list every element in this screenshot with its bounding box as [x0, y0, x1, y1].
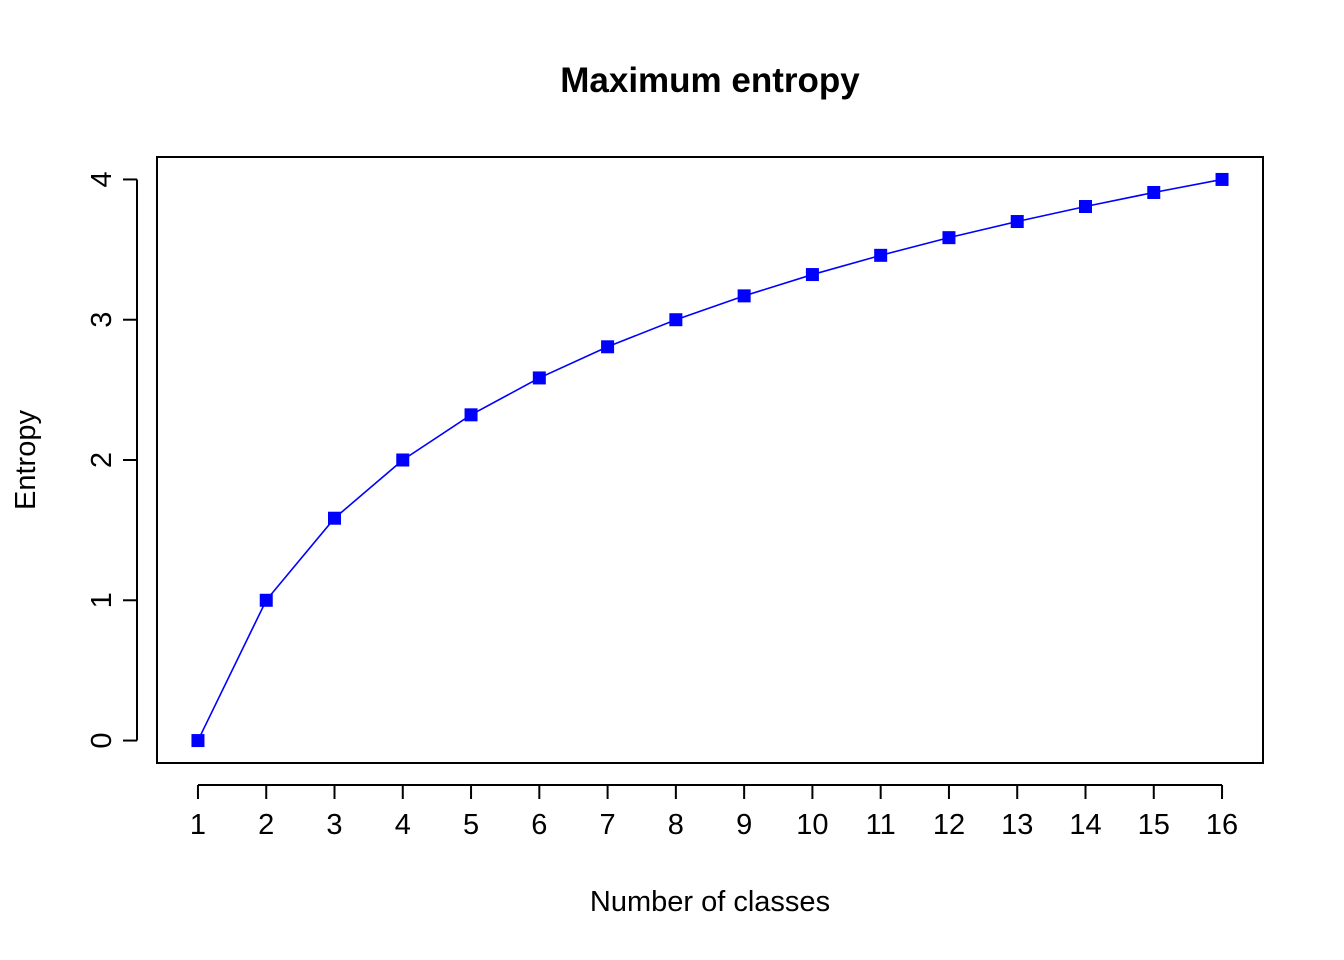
- x-tick-label: 7: [600, 809, 616, 841]
- data-point: [737, 289, 751, 303]
- x-tick-label: 5: [463, 809, 479, 841]
- y-tick-label: 4: [86, 171, 118, 187]
- x-tick-label: 15: [1138, 809, 1170, 841]
- data-point: [1010, 215, 1024, 229]
- data-point: [669, 313, 683, 327]
- data-point: [396, 453, 410, 467]
- x-tick-label: 13: [1001, 809, 1033, 841]
- x-tick-label: 10: [796, 809, 828, 841]
- x-tick-label: 16: [1206, 809, 1238, 841]
- data-point: [874, 248, 888, 262]
- x-tick-label: 1: [190, 809, 206, 841]
- y-axis: 0 1 2 3 4: [86, 171, 138, 749]
- y-tick-label: 0: [86, 732, 118, 748]
- x-axis-label: Number of classes: [590, 886, 830, 918]
- series-layer: [191, 172, 1229, 748]
- x-tick-label: 11: [866, 809, 896, 841]
- x-tick-label: 6: [531, 809, 547, 841]
- y-tick-label: 3: [86, 312, 118, 328]
- y-tick-label: 1: [86, 592, 118, 608]
- data-point: [464, 408, 478, 422]
- data-point: [805, 268, 819, 282]
- data-point: [1215, 172, 1229, 186]
- series-line: [197, 178, 1223, 741]
- x-tick-label: 8: [668, 809, 684, 841]
- data-point: [259, 593, 273, 607]
- x-tick-label: 14: [1069, 809, 1101, 841]
- data-point: [328, 511, 342, 525]
- plot-frame: [156, 156, 1264, 764]
- x-tick-label: 2: [258, 809, 274, 841]
- data-point: [1147, 185, 1161, 199]
- x-tick-label: 3: [326, 809, 342, 841]
- y-tick-label: 2: [86, 452, 118, 468]
- x-tick-label: 12: [933, 809, 965, 841]
- x-tick-label: 4: [395, 809, 411, 841]
- data-point: [191, 734, 205, 748]
- data-point: [1078, 200, 1092, 214]
- data-point: [532, 371, 546, 385]
- y-axis-label: Entropy: [10, 410, 42, 510]
- data-point: [942, 231, 956, 245]
- chart-title: Maximum entropy: [560, 61, 860, 100]
- x-axis: 1 2 3 4 5 6 7 8 9 10 11 12 13 14 15 16: [190, 784, 1238, 841]
- x-tick-label: 9: [736, 809, 752, 841]
- data-point: [601, 340, 615, 354]
